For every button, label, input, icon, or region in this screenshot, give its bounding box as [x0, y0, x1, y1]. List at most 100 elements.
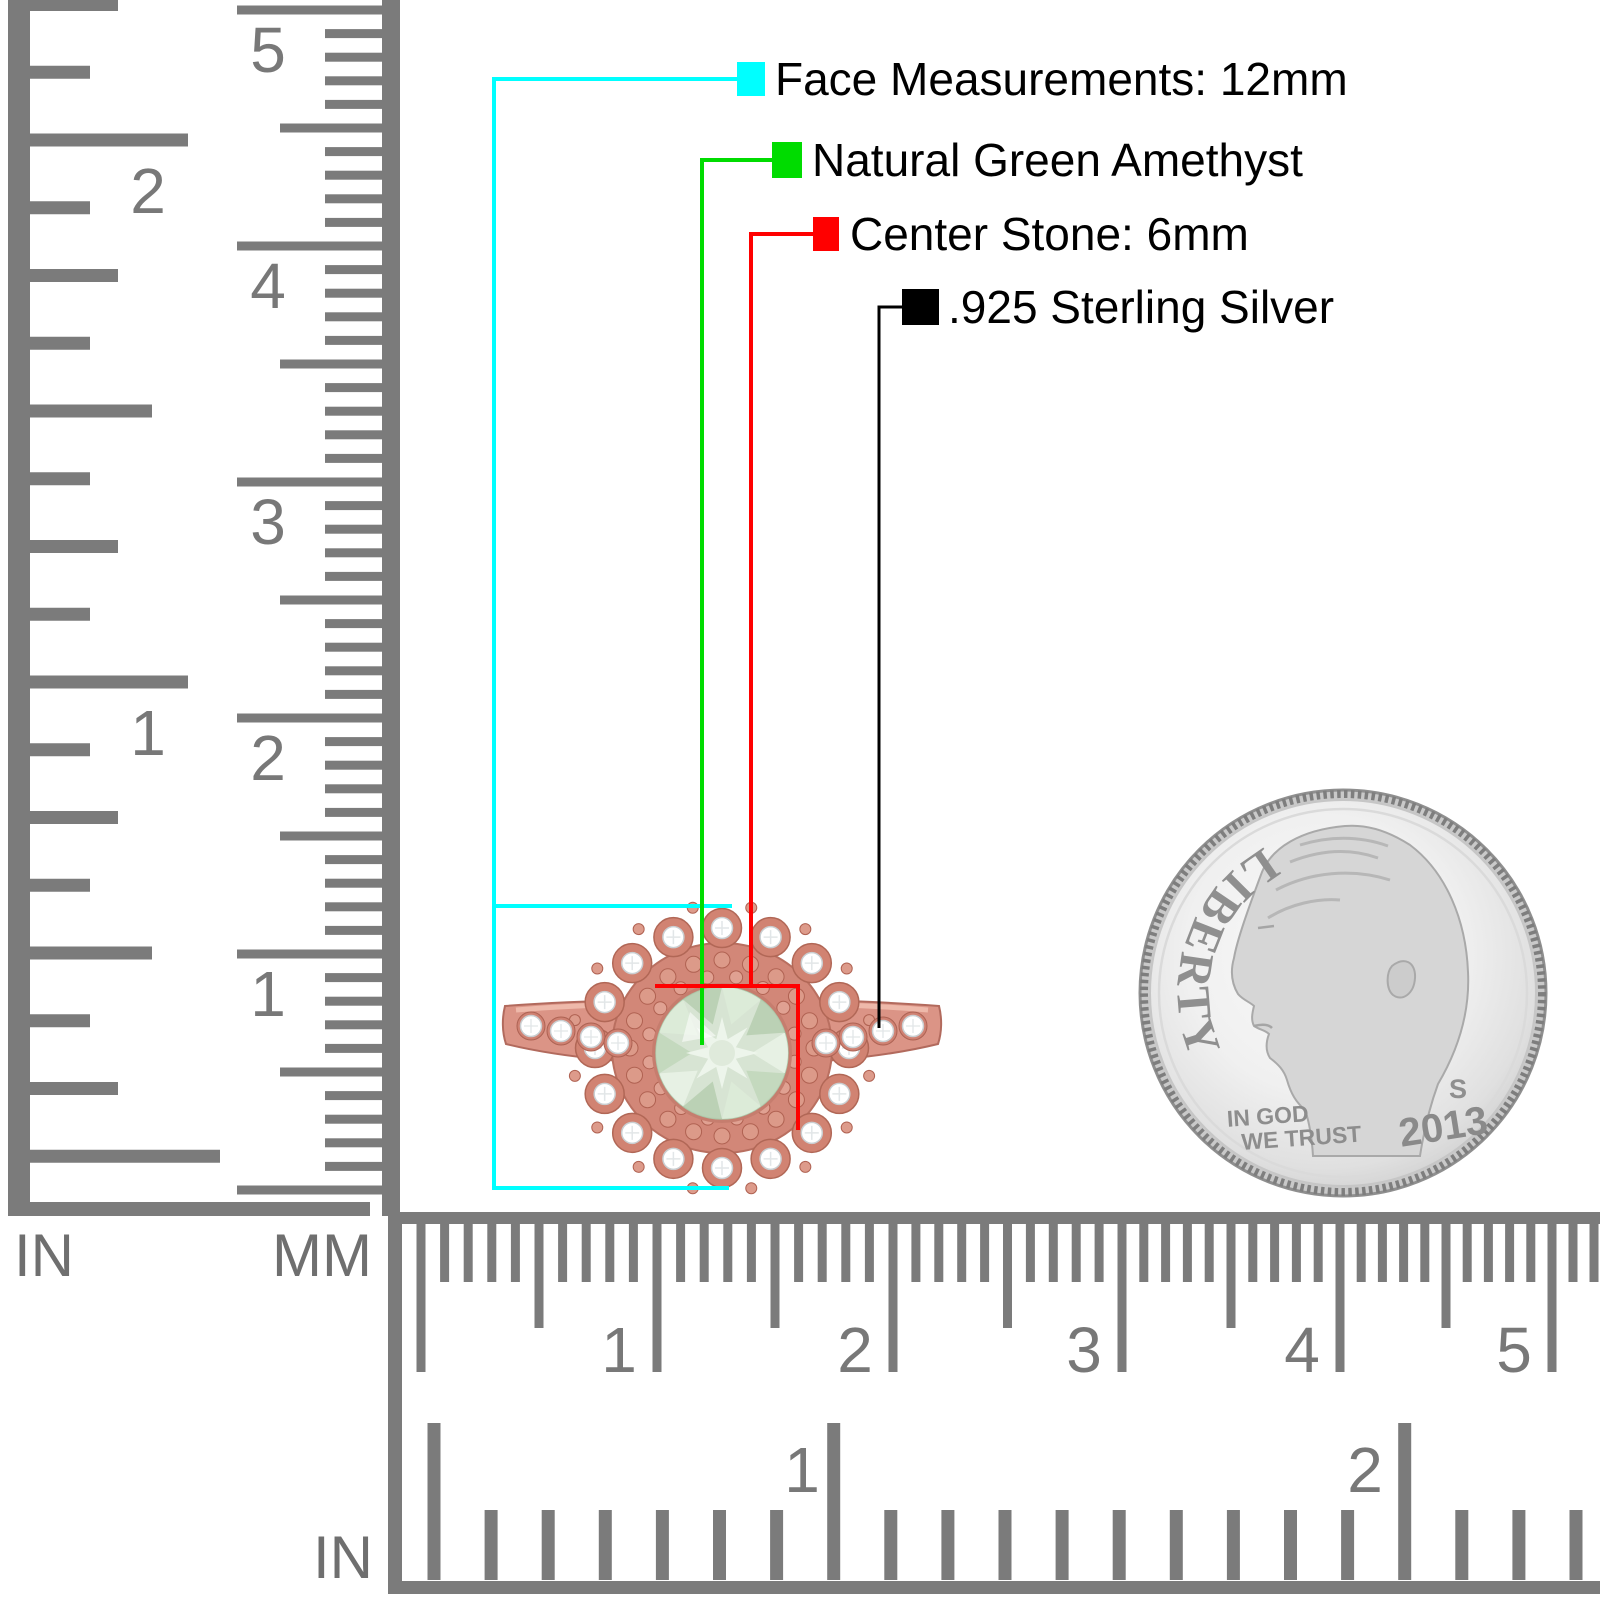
ruler-tick: [30, 607, 90, 621]
halo-bead: [591, 1121, 604, 1134]
ruler-tick: [30, 540, 118, 553]
ruler-tick: [1048, 1224, 1058, 1282]
inch-unit-label: IN: [14, 1222, 74, 1289]
ruler-tick: [1139, 1224, 1149, 1282]
legend-label-silver: .925 Sterling Silver: [948, 281, 1335, 333]
ruler-tick: [1568, 1224, 1578, 1282]
ruler-number: 1: [250, 958, 286, 1030]
ruler-tick: [30, 743, 90, 757]
ruler-tick: [1462, 1224, 1472, 1282]
ruler-tick: [280, 359, 382, 369]
ruler-tick: [1071, 1224, 1081, 1282]
ruler-tick: [325, 689, 382, 699]
dime-reeding: [1140, 790, 1546, 1196]
ruler-tick: [325, 548, 382, 558]
ruler-tick: [427, 1423, 441, 1580]
ruler-tick: [463, 1224, 473, 1282]
ruler-tick: [980, 1224, 990, 1282]
halo-bead: [745, 1182, 758, 1195]
face-measure-line: [492, 77, 737, 1190]
ruler-tick: [325, 737, 382, 747]
ruler-tick: [998, 1510, 1012, 1580]
ruler-tick: [325, 288, 382, 298]
ruler-tick: [325, 1114, 382, 1124]
bottom-mm-ticks: 1 2 3 4 5: [416, 1224, 1599, 1386]
ruler-tick: [325, 1091, 382, 1101]
ruler-number: 3: [1066, 1314, 1102, 1386]
ruler-number: 2: [1347, 1434, 1383, 1506]
legend-swatch-stone: [813, 217, 839, 251]
halo-bead: [767, 1110, 785, 1128]
ruler-tick: [325, 76, 382, 86]
halo-bead: [632, 923, 645, 936]
ruler-tick: [325, 312, 382, 322]
diamond-facet: [625, 1125, 640, 1140]
ruler-tick: [30, 675, 188, 689]
ruler-tick: [30, 404, 152, 418]
ruler-tick: [325, 430, 382, 440]
ruler-tick: [325, 406, 382, 416]
legend-label-face: Face Measurements: 12mm: [775, 53, 1348, 105]
ruler-tick: [605, 1224, 615, 1282]
diamond-facet: [832, 1086, 847, 1101]
ruler-tick: [911, 1224, 921, 1282]
ruler-tick: [325, 878, 382, 888]
stone-facet: [722, 1081, 761, 1119]
ruler-tick: [1341, 1510, 1355, 1580]
ruler-tick: [941, 1510, 955, 1580]
halo-bead: [632, 1160, 645, 1173]
ruler-tick: [325, 784, 382, 794]
ruler-tick: [325, 1138, 382, 1148]
ruler-tick: [1291, 1224, 1301, 1282]
ruler-tick: [841, 1224, 851, 1282]
ruler-tick: [1094, 1224, 1104, 1282]
ruler-tick: [1399, 1224, 1409, 1282]
ruler-tick: [628, 1224, 638, 1282]
ruler-tick: [1226, 1224, 1236, 1328]
ruler-tick: [30, 878, 90, 892]
ruler-tick: [1248, 1224, 1258, 1282]
mm-unit-label: MM: [272, 1222, 372, 1289]
ruler-number: 5: [1496, 1314, 1532, 1386]
ruler-tick: [30, 1082, 118, 1095]
ruler-tick: [325, 902, 382, 912]
ruler-tick: [746, 1224, 756, 1282]
halo-bead: [685, 955, 703, 973]
ruler-tick: [325, 217, 382, 227]
ruler-tick: [325, 147, 382, 157]
ruler-number: 2: [130, 155, 166, 227]
halo-bead: [713, 951, 731, 969]
ruler-number: 2: [250, 722, 286, 794]
ruler-tick: [510, 1224, 520, 1282]
ruler-tick: [884, 1510, 898, 1580]
face-detail: [1253, 924, 1275, 1029]
halo-bead: [673, 981, 688, 996]
stone-facet: [659, 1070, 698, 1107]
dime-mint-mark: S: [1449, 1074, 1467, 1104]
diamond-facet: [876, 1024, 890, 1038]
ruler-tick: [1270, 1224, 1280, 1282]
ruler-tick: [237, 477, 382, 487]
legend-swatch-amethyst: [772, 142, 802, 178]
bottom-ruler-bottom-bar: [388, 1581, 1600, 1594]
ruler-tick: [325, 619, 382, 629]
ruler-tick: [325, 501, 382, 511]
halo-bead: [626, 1066, 644, 1084]
ruler-tick: [280, 123, 382, 133]
halo-bead: [653, 1001, 668, 1016]
stone-facet: [683, 1081, 722, 1119]
diamond-facet: [804, 1125, 819, 1140]
ruler-tick: [1569, 1510, 1583, 1580]
ruler-tick: [1313, 1224, 1323, 1282]
amethyst-pointer-line: [700, 158, 772, 1045]
ruler-tick: [770, 1510, 784, 1580]
diamond-facet: [597, 1086, 612, 1101]
ruler-tick: [934, 1224, 944, 1282]
bottom-ruler-left-bar: [388, 1212, 402, 1593]
ruler-tick: [30, 0, 118, 11]
ruler-tick: [237, 1185, 382, 1195]
ruler-tick: [864, 1224, 874, 1282]
diamond-facet: [763, 930, 778, 945]
